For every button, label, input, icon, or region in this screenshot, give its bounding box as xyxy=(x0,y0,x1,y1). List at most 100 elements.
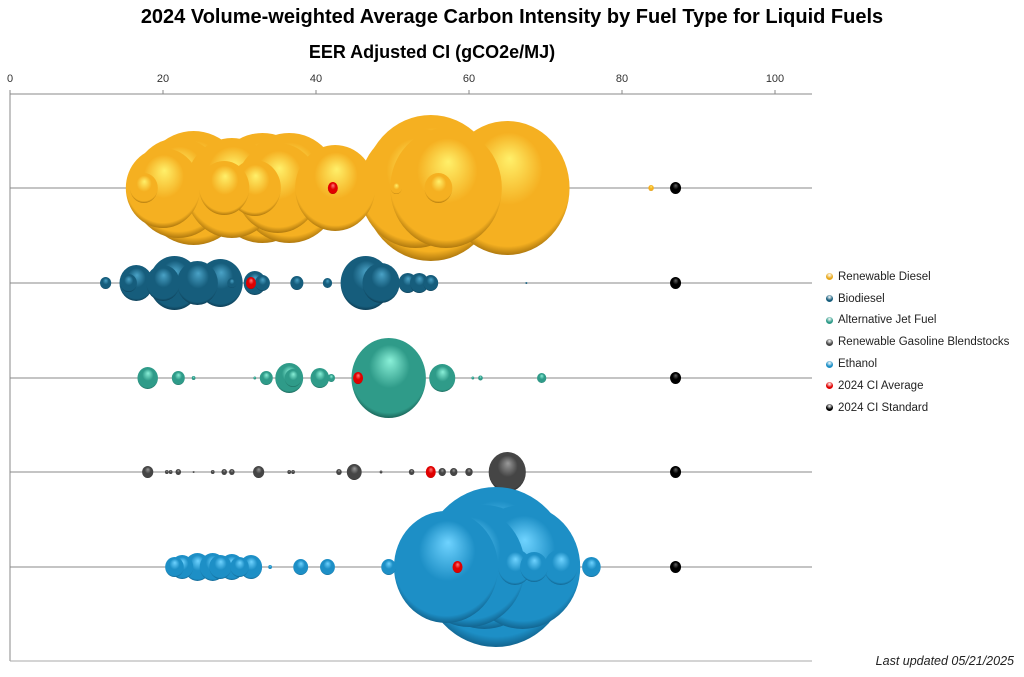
legend-item[interactable]: 2024 CI Standard xyxy=(826,397,1009,419)
alternative-jet-fuel-bubble xyxy=(310,368,330,388)
ethanol-bubble xyxy=(268,565,272,569)
chart-title: 2024 Volume-weighted Average Carbon Inte… xyxy=(140,6,884,28)
alternative-jet-fuel-bubble xyxy=(259,371,273,385)
renewable-gasoline-blendstocks-bubble xyxy=(346,464,362,480)
x-tick-label: 40 xyxy=(310,73,322,85)
renewable-gasoline-blendstocks-bubble xyxy=(465,468,473,476)
legend-dot-icon xyxy=(826,382,833,390)
alternative-jet-fuel-bubble xyxy=(137,367,158,389)
ci-standard-marker xyxy=(670,561,682,573)
legend-label: 2024 CI Standard xyxy=(838,401,929,414)
biodiesel-bubble xyxy=(423,275,439,291)
ethanol-bubble xyxy=(165,557,184,577)
renewable-gasoline-blendstocks-bubble xyxy=(229,469,235,475)
legend-item[interactable]: Biodiesel xyxy=(826,288,1009,310)
renewable-gasoline-blendstocks-bubble xyxy=(379,470,383,474)
alternative-jet-fuel-bubble xyxy=(191,376,196,380)
legend-dot-icon xyxy=(826,338,833,346)
last-updated: Last updated 05/21/2025 xyxy=(875,654,1014,668)
legend-label: Renewable Gasoline Blendstocks xyxy=(838,336,1010,349)
ethanol-bubble xyxy=(209,555,232,579)
x-tick-label: 60 xyxy=(463,73,475,85)
renewable-gasoline-blendstocks-bubble xyxy=(336,469,342,475)
renewable-gasoline-blendstocks-bubble xyxy=(221,469,227,475)
ci-average-marker xyxy=(327,182,338,194)
alternative-jet-fuel-bubble xyxy=(471,376,475,380)
alternative-jet-fuel-bubble xyxy=(478,375,483,381)
renewable-gasoline-blendstocks-bubble xyxy=(142,466,154,478)
ethanol-bubble xyxy=(582,557,601,577)
biodiesel-bubble xyxy=(525,282,528,284)
ethanol-bubble xyxy=(393,511,499,623)
x-tick-label: 20 xyxy=(157,73,169,85)
renewable-gasoline-blendstocks-bubble xyxy=(175,469,182,475)
ci-standard-marker xyxy=(670,466,682,478)
biodiesel-bubble xyxy=(255,275,270,291)
renewable-gasoline-blendstocks-bubble xyxy=(449,468,458,476)
alternative-jet-fuel-bubble xyxy=(327,374,336,382)
alternative-jet-fuel-bubble xyxy=(284,369,302,387)
biodiesel-bubble xyxy=(120,274,137,292)
alternative-jet-fuel-bubble xyxy=(253,376,257,380)
ci-standard-marker xyxy=(670,182,682,194)
renewable-diesel-bubble xyxy=(129,173,158,203)
legend-item[interactable]: 2024 CI Average xyxy=(826,375,1009,397)
renewable-gasoline-blendstocks-bubble xyxy=(253,466,265,478)
legend-label: Ethanol xyxy=(838,358,878,371)
renewable-gasoline-blendstocks-bubble xyxy=(287,470,292,474)
renewable-diesel-bubble xyxy=(199,161,250,215)
legend-dot-icon xyxy=(826,360,833,368)
renewable-gasoline-blendstocks-bubble xyxy=(408,469,415,475)
biodiesel-bubble xyxy=(227,278,237,288)
renewable-gasoline-blendstocks-bubble xyxy=(291,470,295,474)
ethanol-bubble xyxy=(381,559,397,575)
x-axis-title: EER Adjusted CI (gCO2e/MJ) xyxy=(308,42,556,62)
ci-average-marker xyxy=(353,372,364,384)
legend-item[interactable]: Renewable Diesel xyxy=(826,266,1009,288)
legend-label: 2024 CI Average xyxy=(838,379,924,392)
biodiesel-bubble xyxy=(409,273,429,293)
renewable-diesel-bubble xyxy=(125,148,201,228)
renewable-gasoline-blendstocks-bubble xyxy=(438,468,446,476)
ethanol-bubble xyxy=(230,557,249,577)
ethanol-bubble xyxy=(544,549,578,585)
renewable-gasoline-blendstocks-bubble xyxy=(192,471,195,473)
x-tick-label: 100 xyxy=(766,73,784,85)
alternative-jet-fuel-bubble xyxy=(171,371,185,385)
biodiesel-bubble xyxy=(146,265,180,301)
alternative-jet-fuel-bubble xyxy=(351,338,426,418)
biodiesel-bubble xyxy=(100,277,112,289)
renewable-gasoline-blendstocks-bubble xyxy=(164,470,169,474)
biodiesel-bubble xyxy=(290,276,304,290)
ci-standard-marker xyxy=(670,277,682,289)
ci-average-marker xyxy=(452,561,463,573)
legend-item[interactable]: Alternative Jet Fuel xyxy=(826,310,1009,332)
x-tick-label: 80 xyxy=(616,73,628,85)
legend-dot-icon xyxy=(826,295,833,303)
biodiesel-bubble xyxy=(176,261,218,305)
legend-item[interactable]: Renewable Gasoline Blendstocks xyxy=(826,331,1009,353)
ethanol-bubble xyxy=(293,559,309,575)
renewable-diesel-bubble xyxy=(390,182,402,194)
renewable-gasoline-blendstocks-bubble xyxy=(210,470,215,474)
ethanol-bubble xyxy=(320,559,335,575)
renewable-gasoline-blendstocks-bubble xyxy=(488,452,526,492)
biodiesel-bubble xyxy=(322,278,333,288)
biodiesel-bubble xyxy=(362,263,400,303)
legend-dot-icon xyxy=(826,316,833,324)
legend-dot-icon xyxy=(826,273,833,281)
legend-item[interactable]: Ethanol xyxy=(826,353,1009,375)
renewable-diesel-bubble xyxy=(648,185,654,191)
legend-label: Renewable Diesel xyxy=(838,270,931,283)
legend-label: Biodiesel xyxy=(838,292,885,305)
legend: Renewable Diesel Biodiesel Alternative Jet… xyxy=(826,266,1009,419)
x-tick-label: 0 xyxy=(7,73,13,85)
legend-label: Alternative Jet Fuel xyxy=(838,314,937,327)
legend-dot-icon xyxy=(826,404,833,412)
ci-average-marker xyxy=(425,466,436,478)
ci-average-marker xyxy=(245,277,256,289)
ethanol-bubble xyxy=(520,552,548,582)
renewable-diesel-bubble xyxy=(424,173,453,203)
renewable-gasoline-blendstocks-bubble xyxy=(168,470,173,474)
